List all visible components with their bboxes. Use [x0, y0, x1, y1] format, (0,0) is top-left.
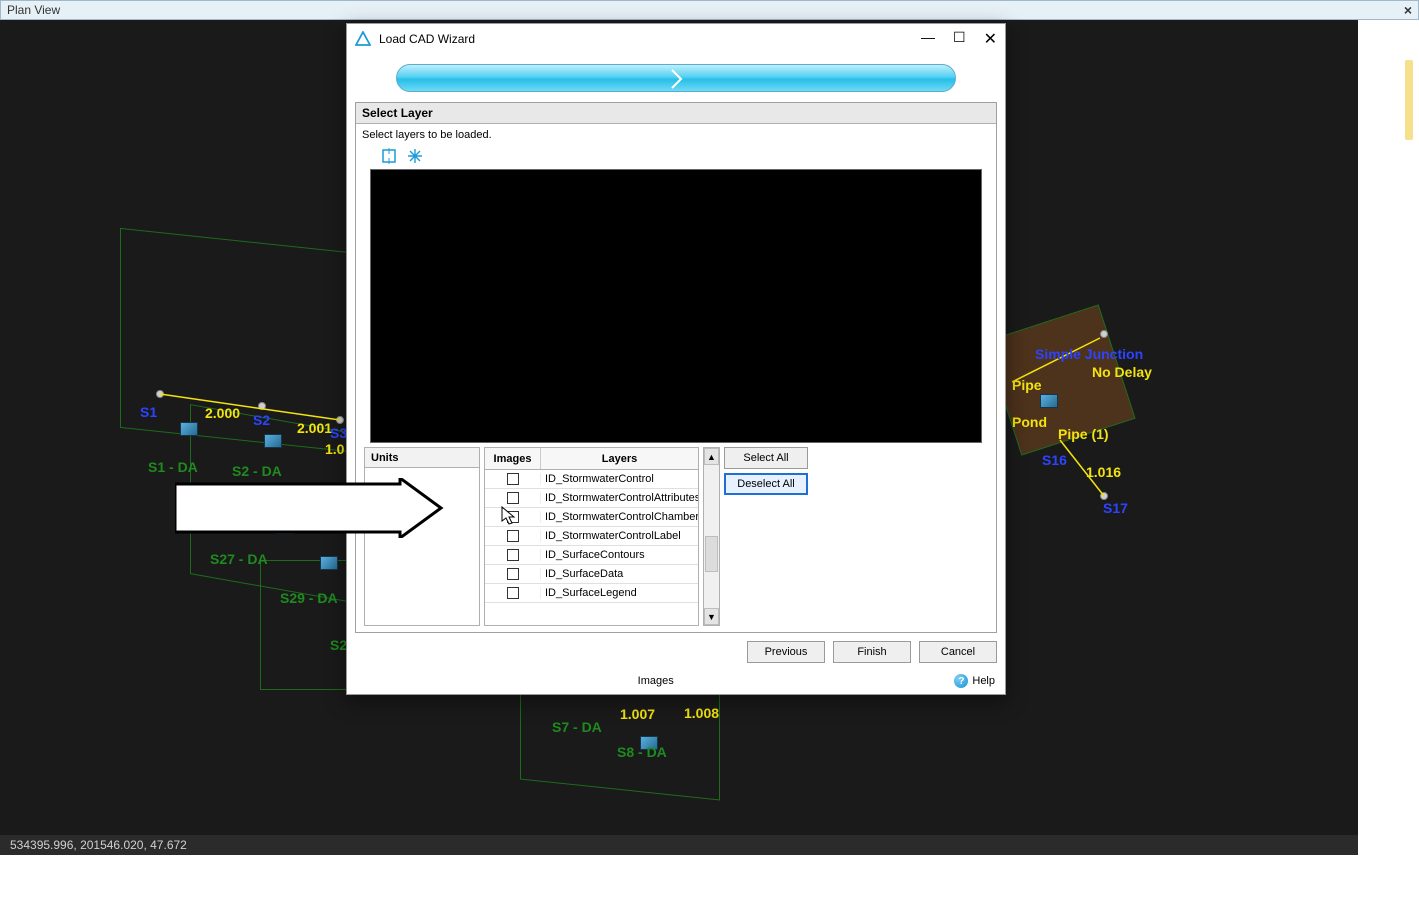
wizard-progress: [347, 54, 1005, 102]
table-row[interactable]: ID_StormwaterControl: [485, 470, 698, 489]
cancel-button[interactable]: Cancel: [919, 641, 997, 663]
canvas-label: 1.016: [1086, 464, 1121, 480]
close-icon[interactable]: ✕: [984, 29, 997, 49]
canvas-label: S2: [330, 637, 347, 653]
finish-button[interactable]: Finish: [833, 641, 911, 663]
section-title: Select Layer: [356, 103, 996, 124]
app-title: Plan View: [7, 3, 60, 17]
wizard-status-text: Images: [357, 675, 954, 687]
scroll-marker: [1405, 60, 1413, 140]
preview-toolbar: [356, 147, 996, 169]
images-column-header[interactable]: Images: [485, 448, 541, 469]
layer-name: ID_StormwaterControl: [541, 473, 698, 485]
canvas-label: 2.000: [205, 405, 240, 421]
right-panel: [1358, 20, 1419, 912]
instruction-text: Select layers to be loaded.: [356, 124, 996, 147]
progress-track: [396, 64, 956, 92]
layer-preview[interactable]: [370, 169, 982, 443]
pan-icon[interactable]: [406, 147, 424, 165]
layer-name: ID_SurfaceContours: [541, 549, 698, 561]
canvas-label: Pond: [1012, 414, 1047, 430]
units-header: Units: [365, 448, 479, 468]
canvas-label: 1.007: [620, 706, 655, 722]
status-coords: 534395.996, 201546.020, 47.672: [10, 838, 187, 852]
zoom-extent-icon[interactable]: [380, 147, 398, 165]
layer-checkbox[interactable]: [507, 549, 519, 561]
canvas-label: S17: [1103, 500, 1128, 516]
app-icon: [355, 31, 371, 47]
canvas-label: S2: [253, 412, 270, 428]
close-icon[interactable]: ×: [1404, 2, 1412, 18]
table-row[interactable]: ID_StormwaterControlAttributes: [485, 489, 698, 508]
table-row[interactable]: ID_StormwaterControlLabel: [485, 527, 698, 546]
scroll-thumb[interactable]: [705, 536, 718, 572]
layers-table: Images Layers ID_StormwaterControl ID_Sto…: [484, 447, 699, 626]
layer-checkbox[interactable]: [507, 473, 519, 485]
maximize-icon[interactable]: ☐: [953, 29, 966, 49]
layer-name: ID_SurfaceData: [541, 568, 698, 580]
canvas-label: S29 - DA: [280, 590, 338, 606]
layer-name: ID_SurfaceLegend: [541, 587, 698, 599]
wizard-statusbar: Images ? Help: [347, 671, 1005, 694]
layer-checkbox[interactable]: [507, 568, 519, 580]
table-row[interactable]: ID_StormwaterControlChambers: [485, 508, 698, 527]
table-row[interactable]: ID_SurfaceLegend: [485, 584, 698, 603]
canvas-label: S1 - DA: [148, 459, 198, 475]
layer-checkbox[interactable]: [507, 587, 519, 599]
table-row[interactable]: ID_SurfaceContours: [485, 546, 698, 565]
help-label: Help: [972, 675, 995, 687]
deselect-all-button[interactable]: Deselect All: [724, 473, 808, 495]
wizard-body: Select Layer Select layers to be loaded.…: [355, 102, 997, 633]
previous-button[interactable]: Previous: [747, 641, 825, 663]
canvas-label: 1.0: [325, 441, 344, 457]
layer-name: ID_StormwaterControlLabel: [541, 530, 698, 542]
minimize-icon[interactable]: —: [921, 29, 935, 49]
layer-checkbox[interactable]: [507, 511, 519, 523]
scroll-down-icon[interactable]: ▼: [704, 608, 719, 625]
canvas-label: 2.001: [297, 420, 332, 436]
canvas-label: Simple Junction: [1035, 346, 1143, 362]
canvas-label: Pipe: [1012, 377, 1042, 393]
canvas-label: 1.008: [684, 705, 719, 721]
layer-checkbox[interactable]: [507, 492, 519, 504]
layer-name: ID_StormwaterControlChambers: [541, 511, 698, 523]
help-link[interactable]: ? Help: [954, 674, 995, 688]
wizard-footer: Previous Finish Cancel: [347, 633, 1005, 671]
select-all-button[interactable]: Select All: [724, 447, 808, 469]
canvas-label: S3: [330, 425, 347, 441]
load-cad-wizard: Load CAD Wizard — ☐ ✕ Select Layer Selec…: [346, 23, 1006, 695]
annotation-arrow: [175, 478, 445, 538]
canvas-label: Pipe (1): [1058, 426, 1109, 442]
canvas-label: No Delay: [1092, 364, 1152, 380]
app-header: Plan View ×: [0, 0, 1419, 20]
status-bar: 534395.996, 201546.020, 47.672: [0, 835, 1358, 855]
canvas-label: S1: [140, 404, 157, 420]
canvas-label: S8 - DA: [617, 744, 667, 760]
chevron-right-icon: [670, 68, 684, 90]
help-icon: ?: [954, 674, 968, 688]
canvas-label: S2 - DA: [232, 463, 282, 479]
scroll-up-icon[interactable]: ▲: [704, 448, 719, 465]
layer-checkbox[interactable]: [507, 530, 519, 542]
layers-column-header[interactable]: Layers: [541, 448, 698, 469]
canvas-label: S16: [1042, 452, 1067, 468]
wizard-title: Load CAD Wizard: [379, 32, 913, 46]
layers-scrollbar[interactable]: ▲ ▼: [703, 447, 720, 626]
layer-name: ID_StormwaterControlAttributes: [541, 492, 698, 504]
wizard-titlebar[interactable]: Load CAD Wizard — ☐ ✕: [347, 24, 1005, 54]
canvas-label: S27 - DA: [210, 551, 268, 567]
canvas-label: S7 - DA: [552, 719, 602, 735]
table-row[interactable]: ID_SurfaceData: [485, 565, 698, 584]
